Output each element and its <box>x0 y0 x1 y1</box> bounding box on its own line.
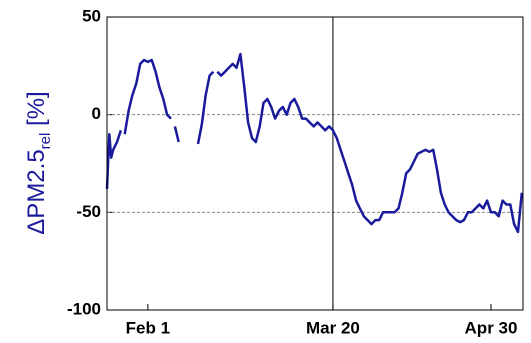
y-tick-label: -50 <box>76 202 101 221</box>
y-label-main: ΔPM2.5 <box>23 149 50 234</box>
data-line <box>105 52 524 234</box>
y-label-subscript: rel <box>37 133 54 150</box>
y-tick-label: -100 <box>67 299 101 318</box>
x-tick-label: Apr 30 <box>465 318 518 337</box>
y-axis-label: ΔPM2.5rel [%] <box>23 91 54 234</box>
x-tick-label: Feb 1 <box>126 318 170 337</box>
y-tick-label: 0 <box>92 104 101 123</box>
x-tick-label: Mar 20 <box>306 318 360 337</box>
y-tick-label: 50 <box>82 6 101 25</box>
y-label-unit: [%] <box>23 91 50 126</box>
plot-frame <box>106 16 524 311</box>
